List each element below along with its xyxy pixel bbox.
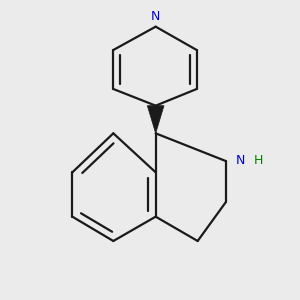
Text: N: N — [236, 154, 245, 167]
Polygon shape — [147, 106, 164, 133]
Text: H: H — [254, 154, 263, 167]
Text: N: N — [151, 10, 160, 23]
